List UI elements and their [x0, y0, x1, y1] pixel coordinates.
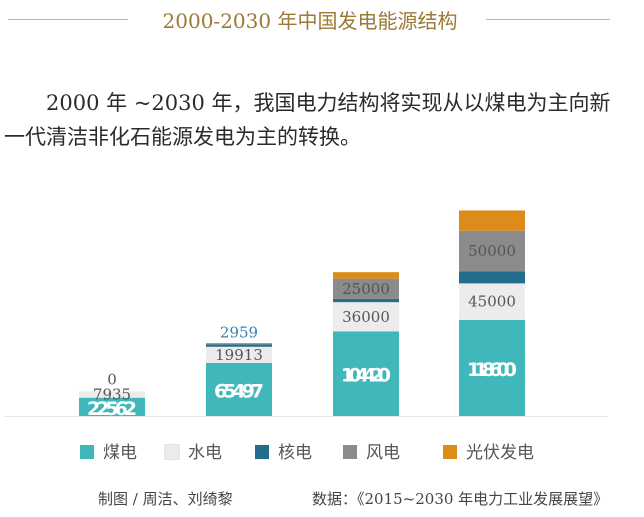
legend-label-solar: 光伏发电 [466, 443, 534, 463]
bar-segment-hydro-1 [206, 346, 272, 363]
bar-segment-coal-2 [333, 331, 399, 416]
legend-swatch-coal [80, 445, 94, 459]
bar-segment-wind-2 [333, 278, 399, 299]
title-rule-right [486, 19, 610, 20]
data-label-coal-2: 104420 [341, 365, 391, 387]
title-bar: 2000-2030 年中国发电能源结构 [0, 0, 644, 44]
data-label-hydro-1: 19913 [215, 346, 263, 364]
legend-label-coal: 煤电 [103, 443, 137, 463]
intro-paragraph: 2000 年 ~2030 年，我国电力结构将实现从以煤电为主向新一代清洁非化石能… [4, 91, 611, 149]
title-rule-left [8, 19, 128, 20]
source-text: 数据：《2015~2030 年电力工业发展展望》 [312, 490, 609, 508]
legend-label-hydro: 水电 [188, 443, 222, 463]
data-label-hydro-2: 36000 [342, 308, 390, 326]
bar-segment-hydro-2 [333, 302, 399, 332]
legend-item-hydro: 水电 [164, 438, 222, 463]
bar-segment-coal-1 [206, 362, 272, 416]
bar-segment-hydro-0 [79, 391, 145, 398]
data-label-nuclear-0: 0 [107, 370, 117, 388]
bar-segment-coal-3 [459, 319, 525, 416]
bar-segment-wind-1 [206, 343, 272, 345]
bar-segment-hydro-3 [459, 283, 525, 320]
data-label-hydro-0: 7935 [93, 385, 131, 403]
bar-segment-nuclear-2 [333, 298, 399, 303]
data-label-nuclear-1: 2959 [220, 323, 258, 341]
bar-segment-coal-0 [79, 397, 145, 416]
bar-segment-nuclear-1 [206, 344, 272, 347]
legend-swatch-hydro [164, 444, 180, 460]
legend-swatch-nuclear [255, 445, 269, 459]
data-label-coal-1: 65497 [214, 380, 264, 402]
bar-segment-solar-2 [333, 272, 399, 279]
chart-legend: 煤电 水电 核电 风电 光伏发电 [0, 428, 644, 468]
legend-item-coal: 煤电 [80, 438, 137, 463]
data-label-coal-0: 22562 [87, 398, 137, 420]
legend-item-solar: 光伏发电 [443, 438, 534, 463]
legend-swatch-wind [343, 445, 357, 459]
legend-item-wind: 风电 [343, 438, 400, 463]
data-label-coal-3: 118600 [467, 359, 517, 381]
bar-segment-wind-3 [459, 230, 525, 272]
data-label-wind-3: 50000 [468, 242, 516, 260]
page-title: 2000-2030 年中国发电能源结构 [162, 9, 458, 33]
data-label-hydro-3: 45000 [468, 293, 516, 311]
legend-swatch-solar [443, 445, 457, 459]
legend-item-nuclear: 核电 [255, 438, 312, 463]
legend-label-wind: 风电 [366, 443, 400, 463]
bar-segment-nuclear-3 [459, 271, 525, 284]
legend-label-nuclear: 核电 [278, 443, 312, 463]
bar-segment-solar-3 [459, 210, 525, 231]
credit-text: 制图 / 周洁、刘绮黎 [98, 490, 233, 508]
data-label-wind-2: 25000 [342, 280, 390, 298]
